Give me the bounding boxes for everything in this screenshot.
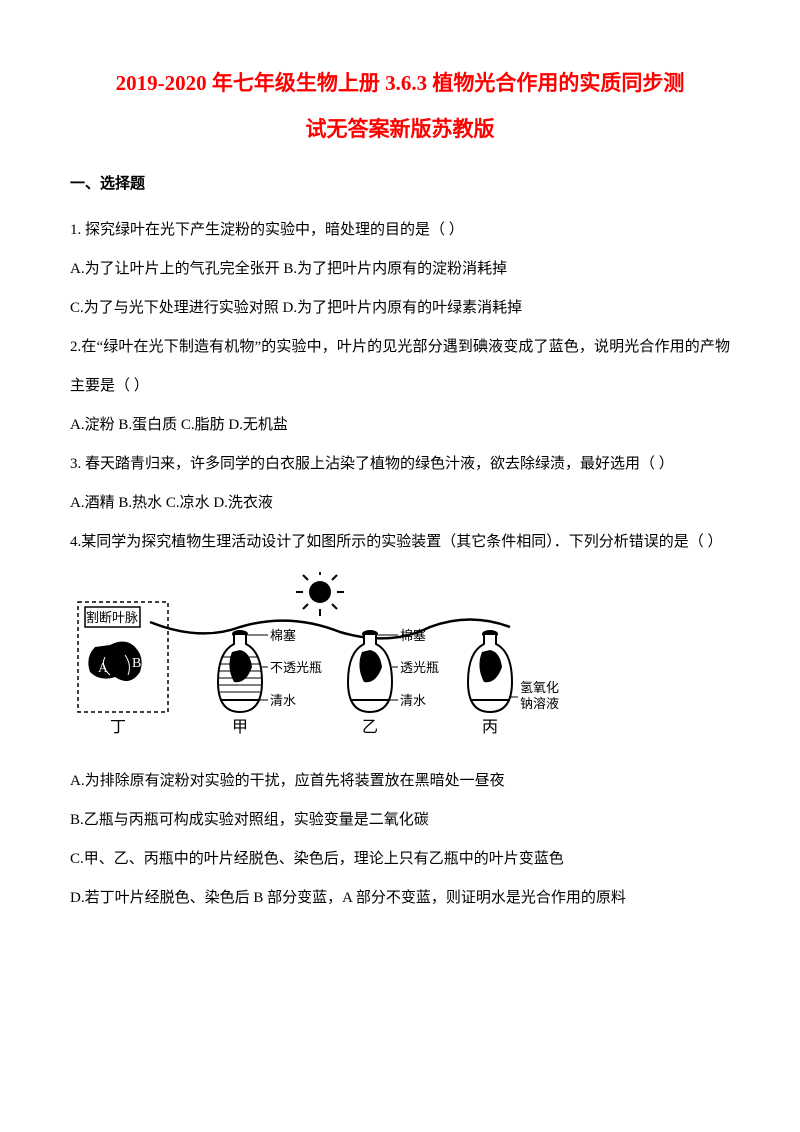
question-2: 2.在“绿叶在光下制造有机物”的实验中，叶片的见光部分遇到碘液变成了蓝色，说明光… bbox=[70, 328, 730, 406]
bottle-jia: 棉塞 不透光瓶 清水 甲 bbox=[218, 628, 322, 736]
question-4-option-b: B.乙瓶与丙瓶可构成实验对照组，实验变量是二氧化碳 bbox=[70, 801, 730, 840]
title-line-1: 2019-2020 年七年级生物上册 3.6.3 植物光合作用的实质同步测 bbox=[70, 60, 730, 106]
question-4: 4.某同学为探究植物生理活动设计了如图所示的实验装置（其它条件相同）．下列分析错… bbox=[70, 523, 730, 562]
opaque-label: 不透光瓶 bbox=[270, 660, 322, 675]
title-line-2: 试无答案新版苏教版 bbox=[70, 106, 730, 152]
question-2-options: A.淀粉 B.蛋白质 C.脂肪 D.无机盐 bbox=[70, 406, 730, 445]
cork-label-2: 棉塞 bbox=[400, 628, 426, 643]
bottle-yi: 棉塞 透光瓶 清水 乙 bbox=[348, 628, 439, 736]
water-label-1: 清水 bbox=[270, 693, 296, 708]
bottle-bing: 氢氧化 钠溶液 丙 bbox=[468, 630, 559, 736]
yi-label: 乙 bbox=[362, 719, 378, 736]
transparent-label: 透光瓶 bbox=[400, 660, 439, 675]
question-1-options-row1: A.为了让叶片上的气孔完全张开 B.为了把叶片内原有的淀粉消耗掉 bbox=[70, 250, 730, 289]
ding-box: 割断叶脉 A B 丁 bbox=[78, 602, 168, 736]
box-label: 割断叶脉 bbox=[86, 610, 138, 625]
experiment-diagram: 割断叶脉 A B 丁 bbox=[70, 572, 730, 752]
question-3: 3. 春天踏青归来，许多同学的白衣服上沾染了植物的绿色汁液，欲去除绿渍，最好选用… bbox=[70, 445, 730, 484]
bing-label: 丙 bbox=[482, 719, 498, 736]
question-4-option-c: C.甲、乙、丙瓶中的叶片经脱色、染色后，理论上只有乙瓶中的叶片变蓝色 bbox=[70, 840, 730, 879]
cork-label-1: 棉塞 bbox=[270, 628, 296, 643]
document-page: 2019-2020 年七年级生物上册 3.6.3 植物光合作用的实质同步测 试无… bbox=[0, 0, 800, 958]
question-1: 1. 探究绿叶在光下产生淀粉的实验中，暗处理的目的是（ ） bbox=[70, 211, 730, 250]
sun-icon bbox=[296, 572, 344, 616]
document-title: 2019-2020 年七年级生物上册 3.6.3 植物光合作用的实质同步测 试无… bbox=[70, 60, 730, 152]
leaf-b-label: B bbox=[132, 656, 141, 671]
leaf-a-label: A bbox=[98, 661, 109, 676]
water-label-2: 清水 bbox=[400, 693, 426, 708]
cord-line bbox=[150, 620, 510, 639]
question-3-options: A.酒精 B.热水 C.凉水 D.洗衣液 bbox=[70, 484, 730, 523]
diagram-svg: 割断叶脉 A B 丁 bbox=[70, 572, 570, 752]
ding-label: 丁 bbox=[110, 719, 126, 736]
naoh-label-1: 氢氧化 bbox=[520, 680, 559, 695]
question-4-option-d: D.若丁叶片经脱色、染色后 B 部分变蓝，A 部分不变蓝，则证明水是光合作用的原… bbox=[70, 879, 730, 918]
naoh-label-2: 钠溶液 bbox=[520, 696, 559, 711]
jia-label: 甲 bbox=[232, 719, 248, 736]
question-4-option-a: A.为排除原有淀粉对实验的干扰，应首先将装置放在黑暗处一昼夜 bbox=[70, 762, 730, 801]
section-heading: 一、选择题 bbox=[70, 172, 730, 193]
question-1-options-row2: C.为了与光下处理进行实验对照 D.为了把叶片内原有的叶绿素消耗掉 bbox=[70, 289, 730, 328]
